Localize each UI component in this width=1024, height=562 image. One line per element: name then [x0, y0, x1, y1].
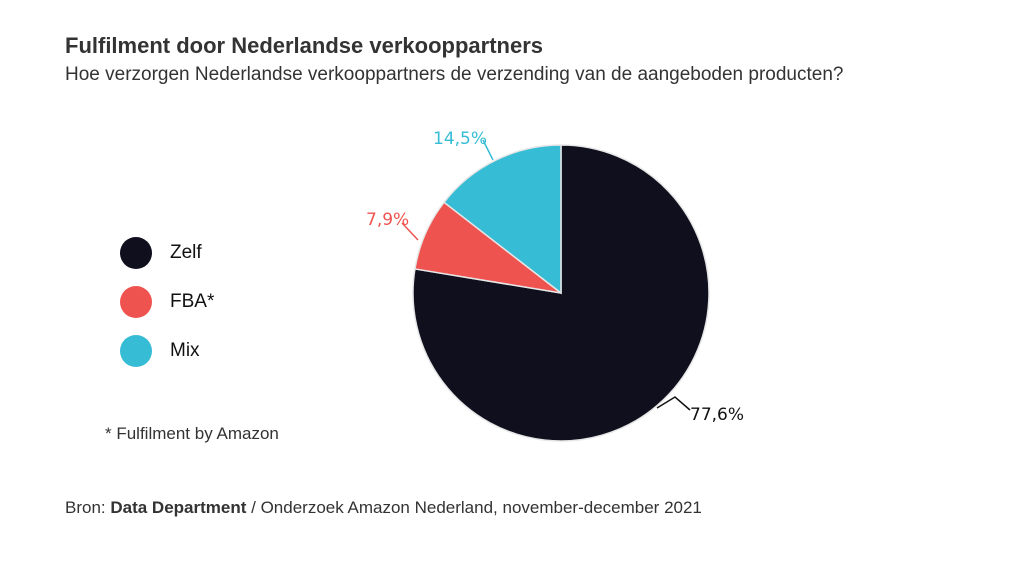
source-organization: Data Department: [110, 498, 247, 517]
source-prefix: Bron:: [65, 498, 111, 517]
pie-slice-mix: [443, 144, 562, 295]
legend-label-fba: FBA*: [170, 290, 215, 312]
legend-swatch-zelf: [120, 236, 152, 269]
legend-label-zelf: Zelf: [170, 241, 202, 263]
data-label-leader-fba: [401, 222, 419, 241]
chart-subtitle: Hoe verzorgen Nederlandse verkooppartner…: [65, 64, 844, 85]
data-label-fba: 7,9%: [366, 210, 409, 230]
data-label-zelf: 77,6%: [690, 405, 744, 425]
data-label-leader-mix: [482, 139, 494, 161]
legend: Zelf FBA* Mix: [120, 228, 214, 375]
data-label-leader-zelf: [656, 396, 691, 411]
chart-title: Fulfilment door Nederlandse verkooppartn…: [65, 33, 543, 58]
legend-item-mix: Mix: [120, 326, 214, 375]
legend-item-fba: FBA*: [120, 277, 214, 326]
data-label-mix: 14,5%: [433, 129, 487, 149]
footnote: * Fulfilment by Amazon: [105, 424, 279, 443]
legend-swatch-mix: [120, 334, 152, 367]
legend-swatch-fba: [120, 285, 152, 318]
legend-item-zelf: Zelf: [120, 228, 214, 277]
source-line: Bron: Data Department / Onderzoek Amazon…: [65, 498, 702, 518]
source-suffix: / Onderzoek Amazon Nederland, november-d…: [246, 498, 702, 517]
legend-label-mix: Mix: [170, 339, 200, 361]
